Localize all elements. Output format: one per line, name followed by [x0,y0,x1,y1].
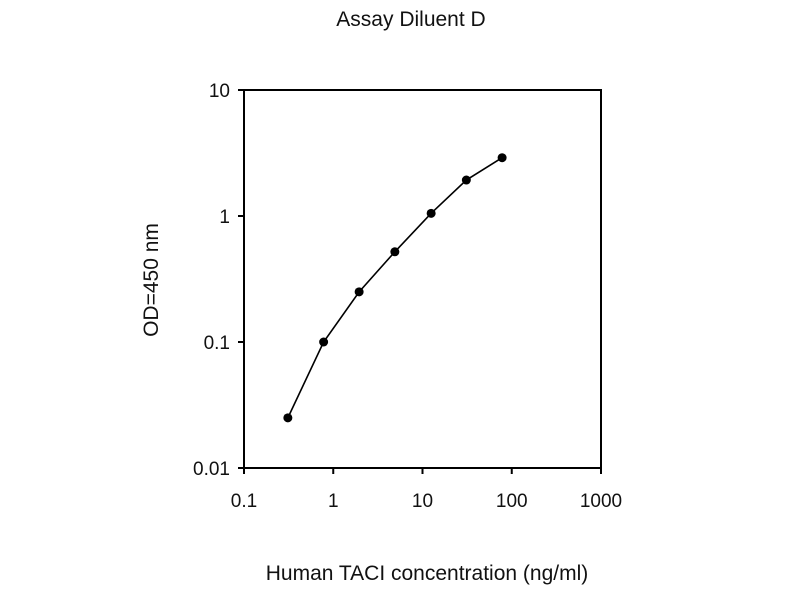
x-tick-label: 0.1 [231,491,257,512]
data-point [390,247,400,257]
x-tick-label: 10 [412,491,433,512]
x-tick-label: 100 [496,491,528,512]
data-point [461,175,471,185]
x-axis-label: Human TACI concentration (ng/ml) [266,562,589,585]
data-point [319,337,329,347]
y-axis-label: OD=450 nm [140,223,163,337]
chart-title: Assay Diluent D [336,8,485,31]
data-point [426,208,436,218]
data-point [497,153,507,163]
y-tick-label: 1 [219,207,230,228]
y-tick-label: 10 [209,81,230,102]
plot-frame [243,89,602,469]
data-point [283,413,293,423]
y-tick-label: 0.1 [204,333,230,354]
y-tick-label: 0.01 [193,459,230,480]
x-tick-label: 1000 [580,491,622,512]
data-point [354,287,364,297]
series-line [287,157,503,419]
x-tick-label: 1 [328,491,339,512]
